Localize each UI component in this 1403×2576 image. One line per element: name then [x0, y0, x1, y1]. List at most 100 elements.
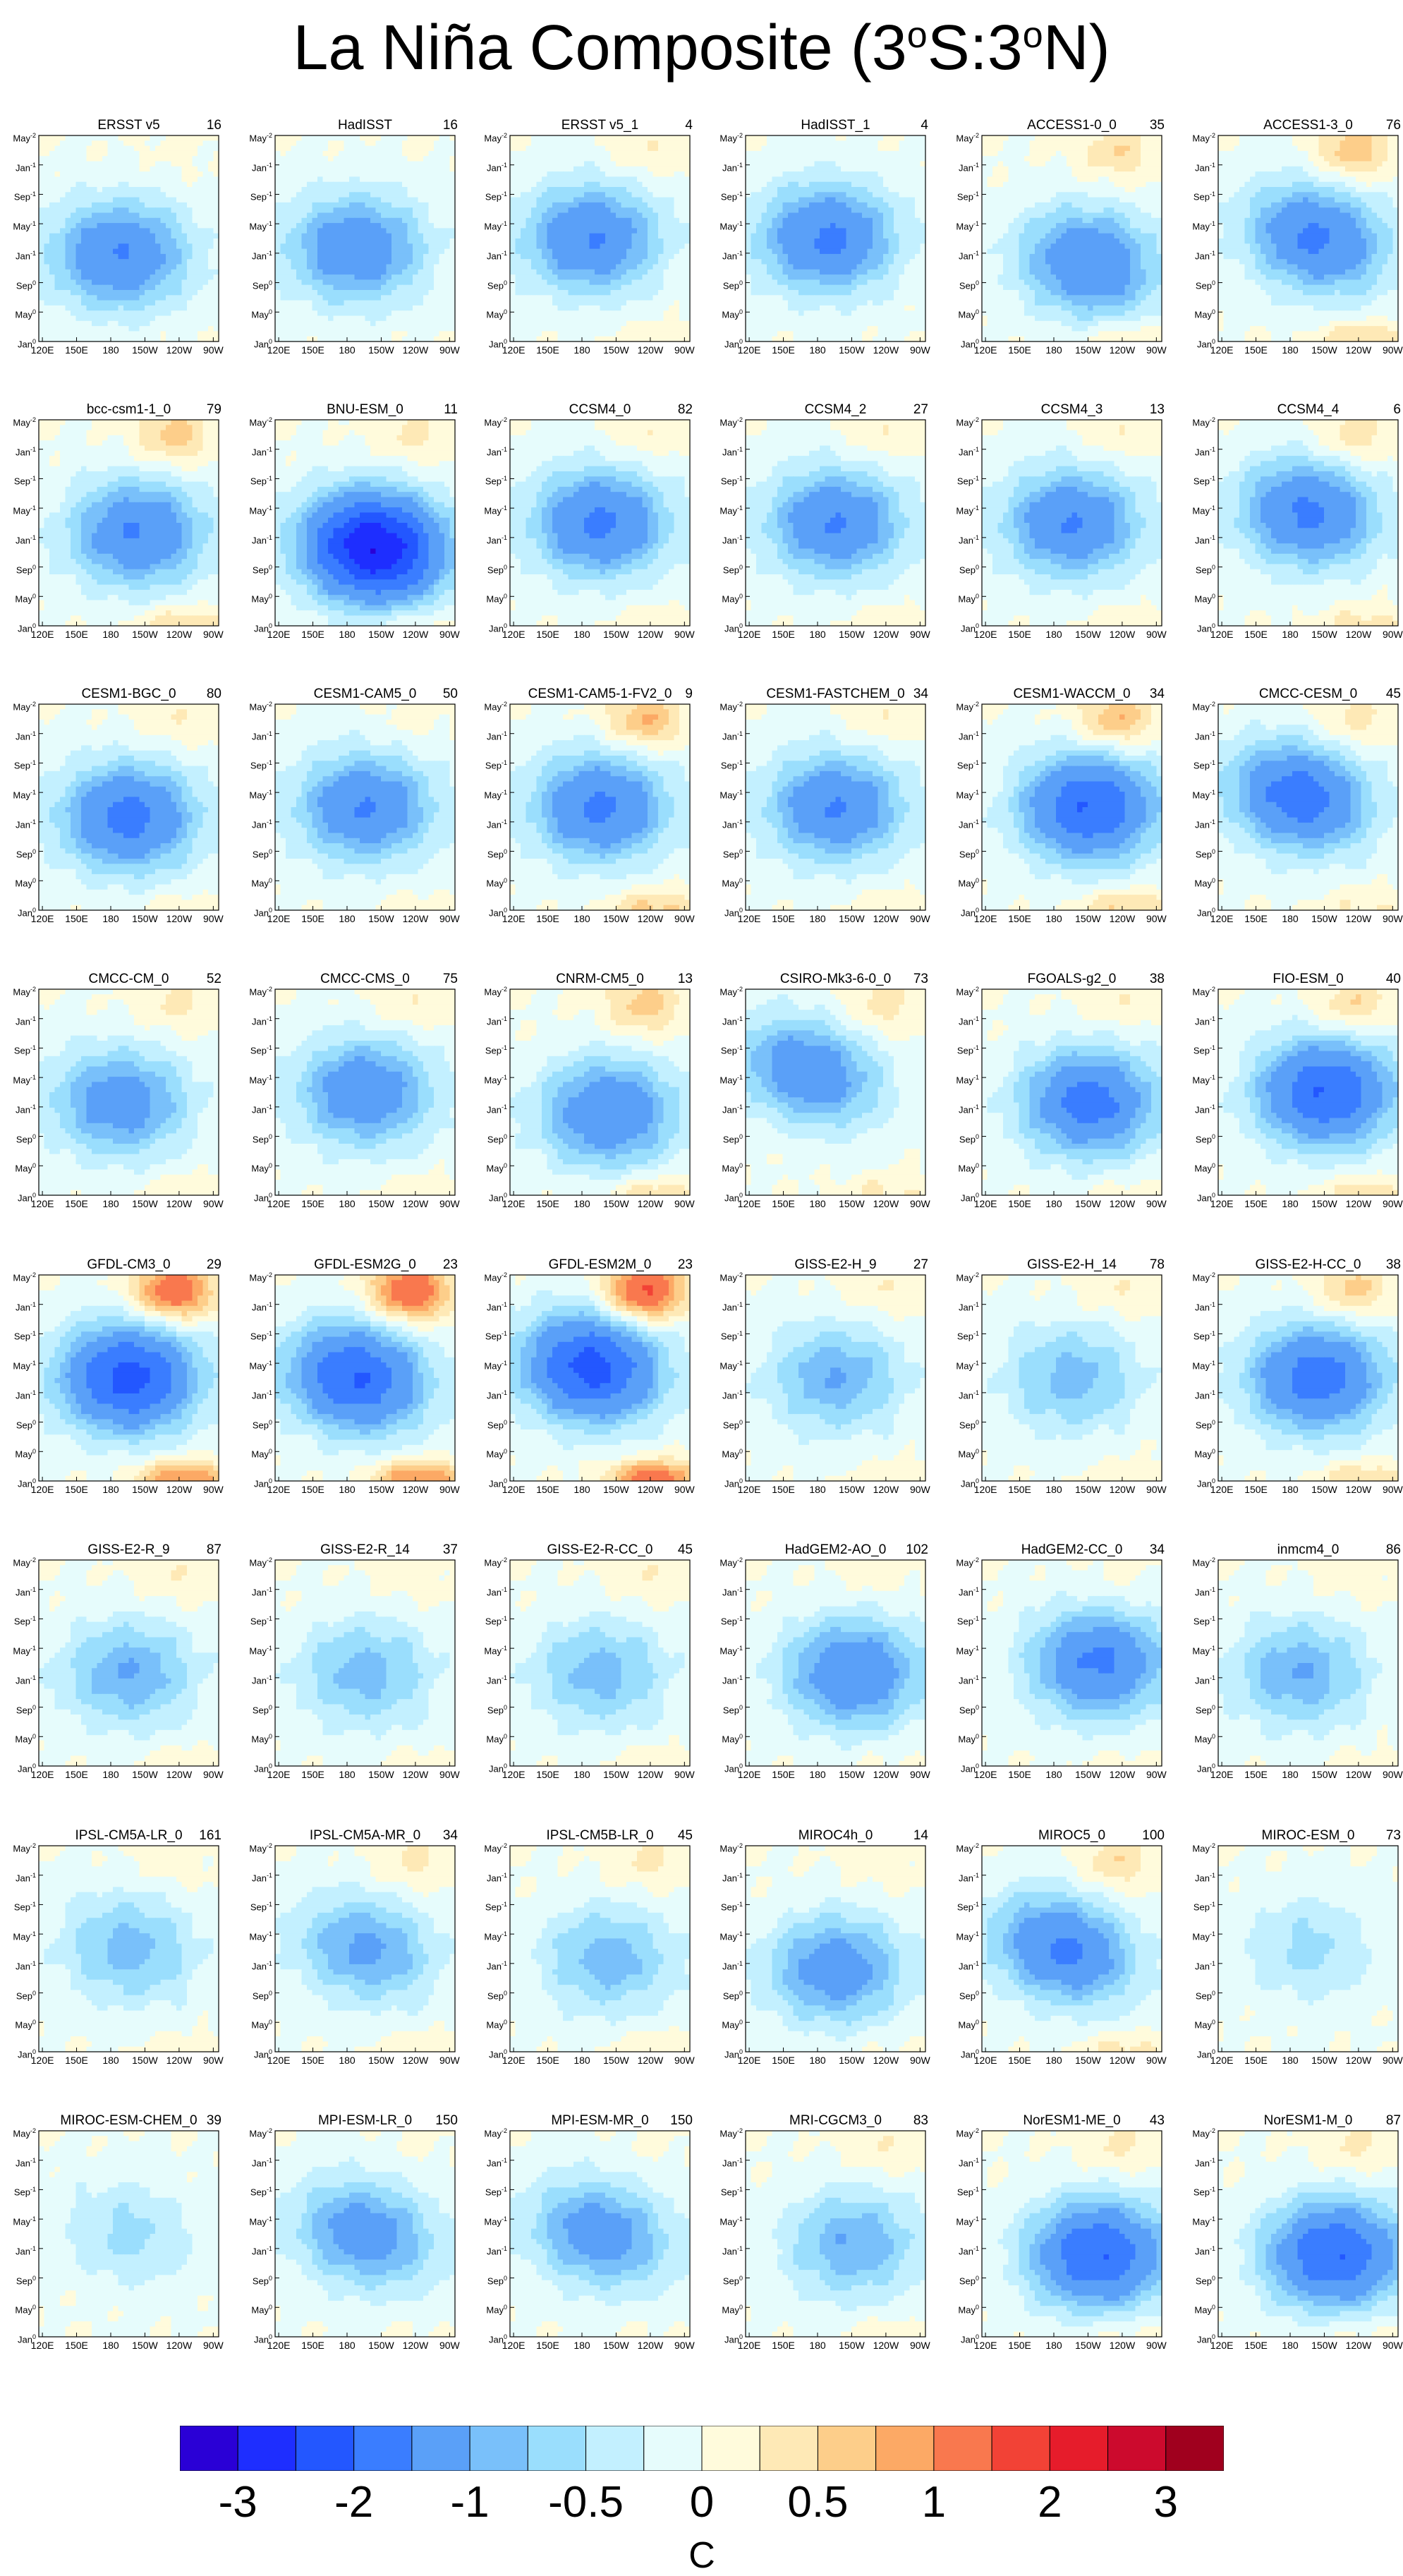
heatmap-cell [434, 151, 439, 157]
heatmap-cell [317, 176, 323, 182]
heatmap-cell [161, 265, 166, 270]
heatmap-cell [81, 274, 87, 280]
heatmap-cell [119, 316, 124, 322]
heatmap-cell [910, 213, 916, 219]
heatmap-cell [140, 171, 145, 177]
heatmap-cell [563, 140, 569, 146]
heatmap-cell [648, 198, 653, 203]
heatmap-cell [590, 321, 595, 327]
heatmap-cell [129, 162, 135, 167]
heatmap-cell [182, 213, 188, 219]
heatmap-cell [772, 213, 778, 219]
heatmap-cell [756, 176, 762, 182]
y-tick-label: Sep-1 [485, 189, 507, 202]
heatmap-cell [145, 207, 150, 213]
heatmap-cell [873, 171, 878, 177]
heatmap-cell [904, 228, 910, 234]
heatmap-cell [198, 162, 203, 167]
heatmap-cell [685, 171, 691, 177]
heatmap-cell [296, 274, 302, 280]
heatmap-cell [558, 135, 564, 141]
heatmap-cell [600, 156, 606, 162]
heatmap-cell [387, 182, 392, 188]
heatmap-cell [873, 249, 878, 255]
heatmap-cell [113, 274, 119, 280]
heatmap-cell [552, 140, 558, 146]
heatmap-cell [637, 167, 643, 172]
heatmap-cell [198, 198, 203, 203]
heatmap-cell [328, 182, 334, 188]
x-tick-label: 120W [166, 344, 193, 356]
heatmap-cell [413, 316, 418, 322]
heatmap-cell [516, 192, 521, 198]
heatmap-cell [788, 182, 794, 188]
heatmap-cell [878, 218, 884, 224]
heatmap-cell [423, 228, 429, 234]
heatmap-cell [387, 326, 392, 332]
heatmap-cell [611, 249, 617, 255]
heatmap-cell [44, 198, 50, 203]
heatmap-cell [573, 182, 579, 188]
heatmap-cell [203, 146, 209, 152]
heatmap-cell [193, 234, 198, 239]
heatmap-cell [621, 290, 627, 296]
heatmap-cell [516, 259, 521, 265]
heatmap-cell [873, 151, 878, 157]
heatmap-cell [49, 228, 55, 234]
heatmap-cell [669, 301, 674, 306]
heatmap-cell [108, 182, 114, 188]
heatmap-cell [777, 218, 783, 224]
heatmap-cell [679, 162, 685, 167]
heatmap-cell [626, 151, 632, 157]
heatmap-cell [370, 218, 376, 224]
heatmap-cell [846, 151, 852, 157]
heatmap-cell [214, 213, 219, 219]
heatmap-cell [113, 140, 119, 146]
heatmap-cell [387, 223, 392, 229]
heatmap-cell [391, 259, 397, 265]
heatmap-cell [281, 254, 286, 260]
heatmap-cell [397, 279, 403, 285]
heatmap-cell [648, 326, 653, 332]
heatmap-cell [444, 316, 450, 322]
heatmap-cell [830, 140, 836, 146]
heatmap-cell [344, 243, 350, 249]
heatmap-cell [334, 228, 339, 234]
heatmap-cell [413, 223, 418, 229]
heatmap-cell [76, 326, 82, 332]
heatmap-cell [921, 151, 926, 157]
heatmap-cell [820, 156, 825, 162]
heatmap-cell [286, 135, 291, 141]
heatmap-cell [208, 207, 214, 213]
heatmap-cell [281, 140, 286, 146]
heatmap-cell [643, 295, 648, 301]
heatmap-cell [145, 182, 150, 188]
heatmap-cell [756, 202, 762, 208]
heatmap-cell [291, 228, 297, 234]
heatmap-cell [92, 187, 97, 193]
heatmap-cell [349, 146, 355, 152]
heatmap-cell [161, 192, 166, 198]
heatmap-cell [312, 259, 318, 265]
heatmap-cell [360, 162, 365, 167]
heatmap-cell [60, 146, 66, 152]
heatmap-cell [413, 259, 418, 265]
heatmap-cell [49, 259, 55, 265]
heatmap-cell [767, 198, 772, 203]
heatmap-cell [573, 295, 579, 301]
heatmap-cell [637, 140, 643, 146]
heatmap-cell [102, 279, 108, 285]
heatmap-cell [910, 135, 916, 141]
heatmap-cell [429, 249, 435, 255]
heatmap-cell [590, 254, 595, 260]
heatmap-cell [862, 187, 868, 193]
heatmap-cell [71, 238, 76, 244]
heatmap-cell [187, 316, 193, 322]
heatmap-cell [516, 202, 521, 208]
heatmap-cell [317, 243, 323, 249]
heatmap-cell [208, 176, 214, 182]
heatmap-cell [762, 135, 767, 141]
heatmap-cell [171, 140, 177, 146]
heatmap-cell [815, 156, 820, 162]
heatmap-cell [39, 326, 44, 332]
